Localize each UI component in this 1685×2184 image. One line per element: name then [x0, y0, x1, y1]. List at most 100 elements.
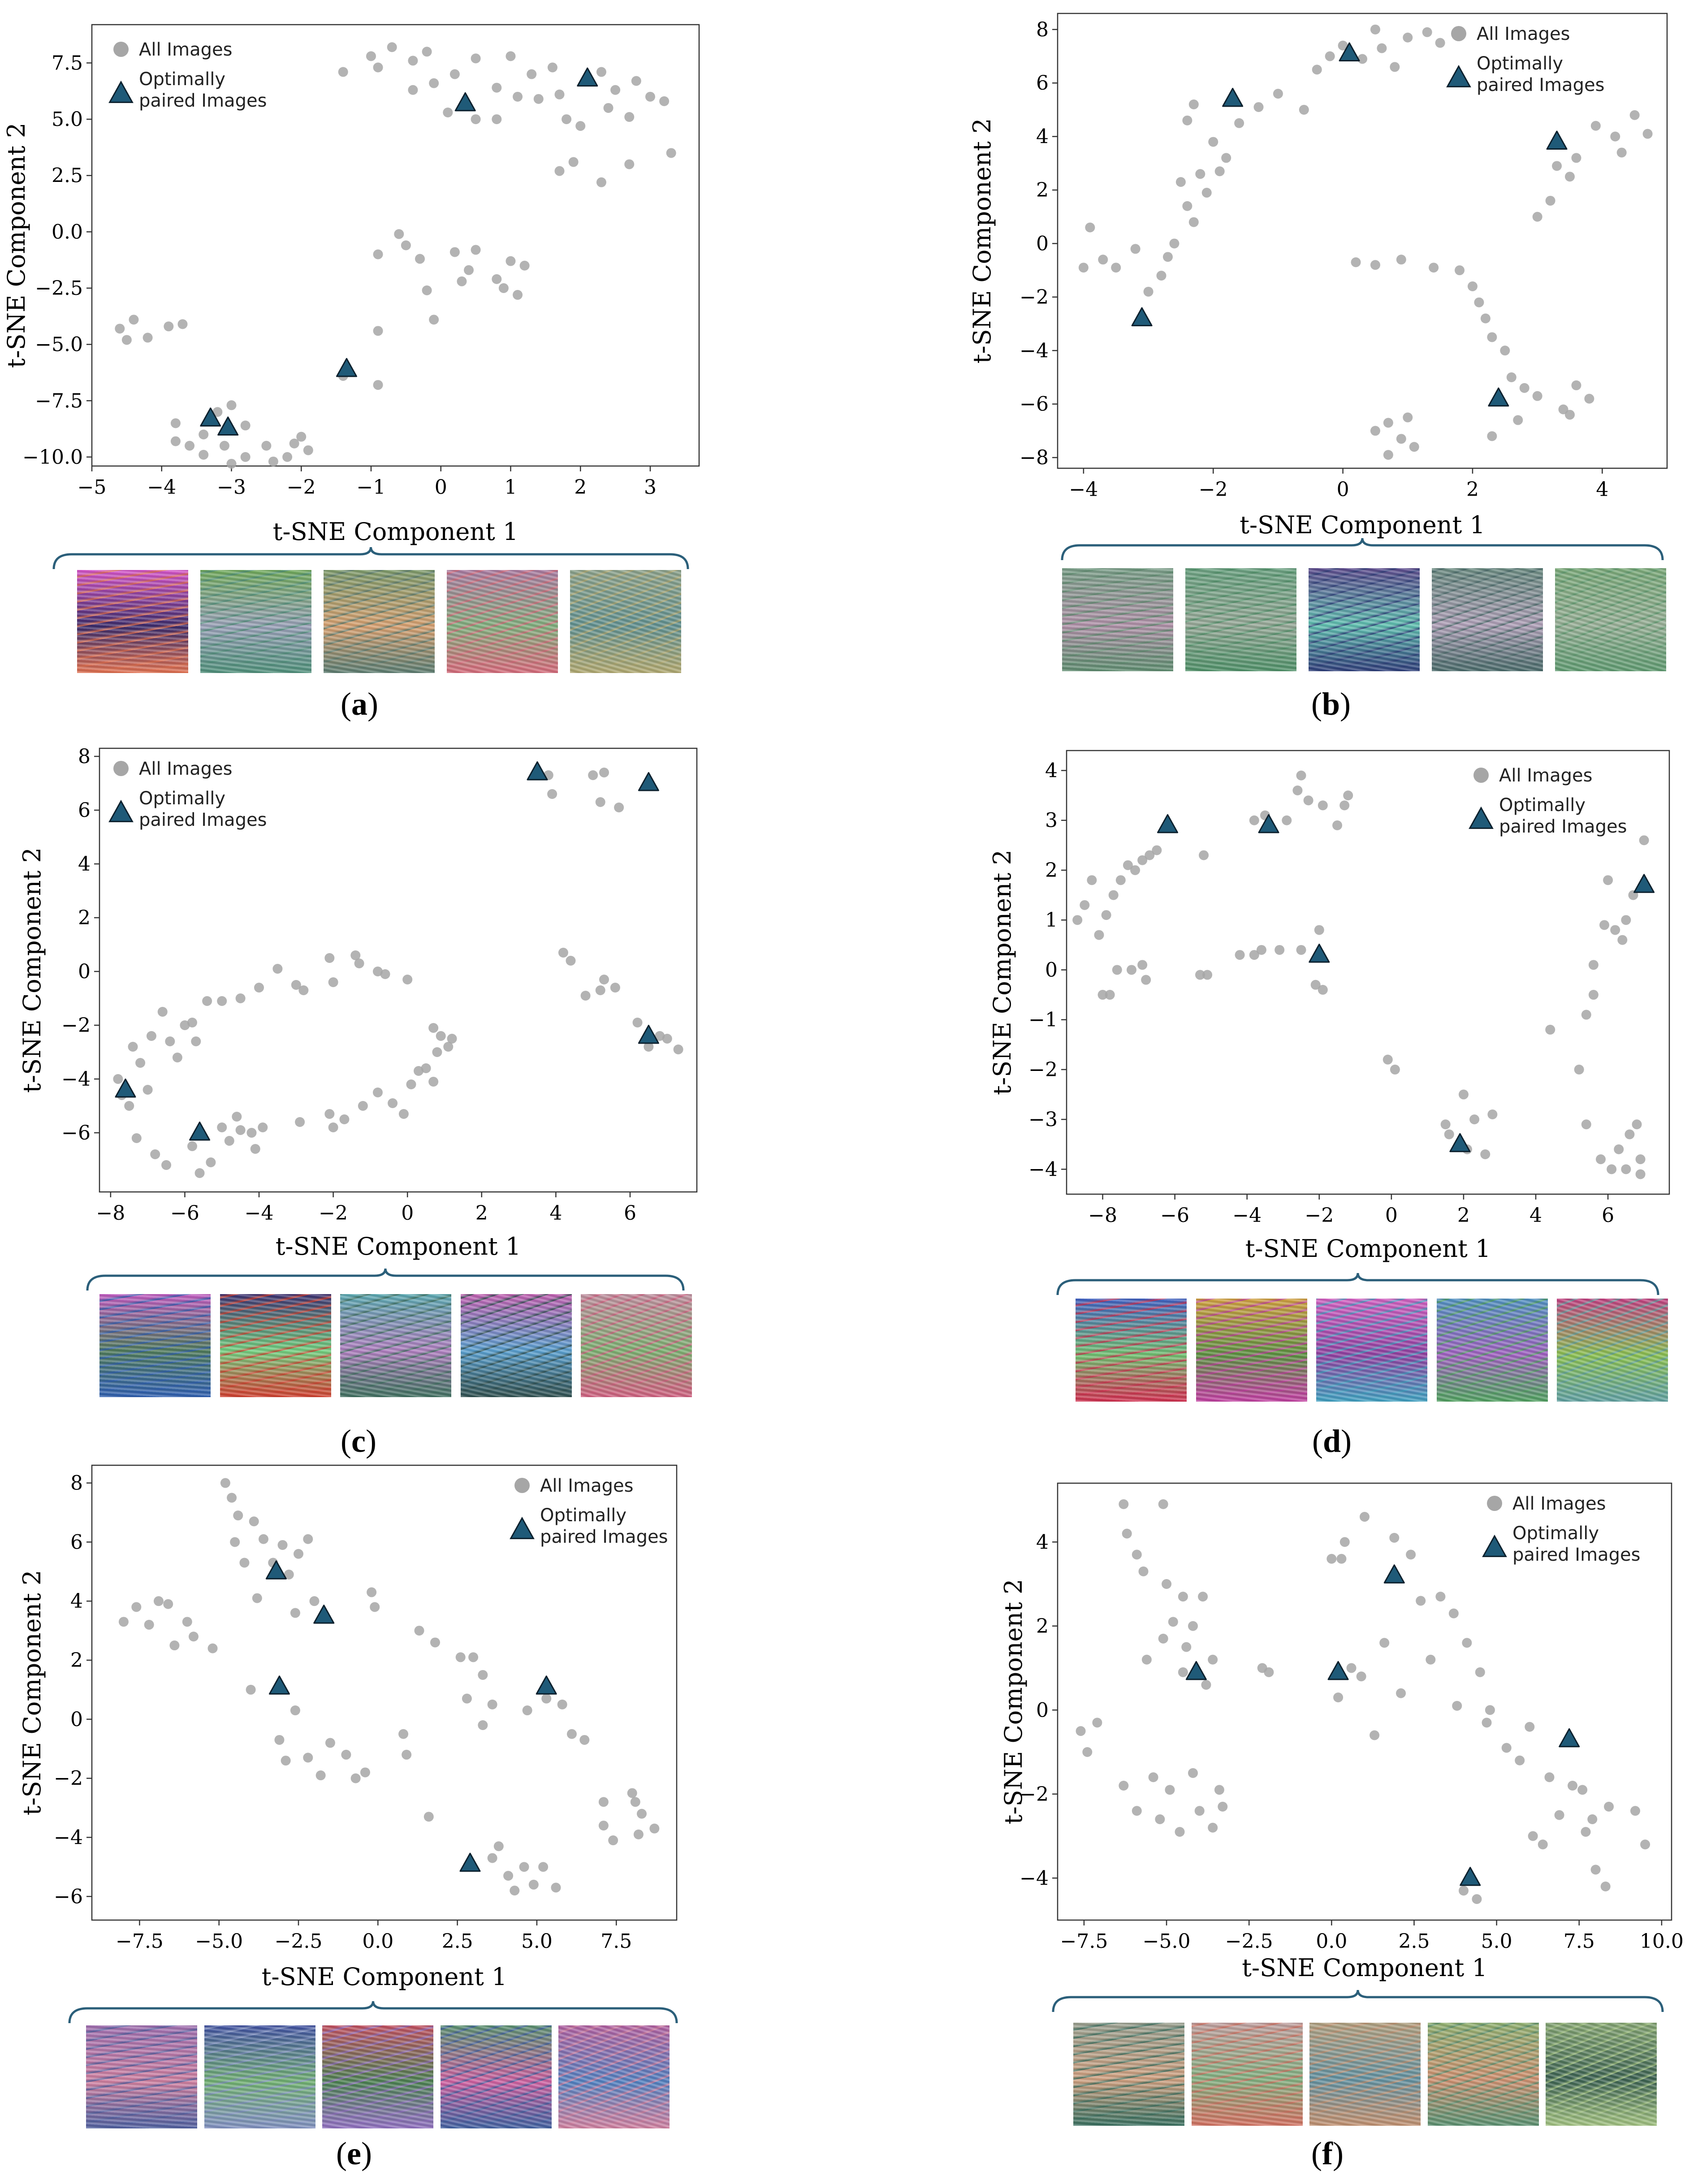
all-images-point — [1383, 450, 1393, 460]
all-images-point — [1500, 345, 1510, 356]
all-images-point — [373, 326, 383, 336]
all-images-point — [1614, 1144, 1624, 1154]
all-images-point — [1501, 1743, 1512, 1753]
all-images-point — [1383, 1054, 1393, 1065]
optimally-paired-point — [1339, 42, 1360, 62]
x-tick-label: −4 — [1232, 1204, 1262, 1227]
y-tick-label: −4 — [54, 1826, 83, 1849]
all-images-point — [1326, 1554, 1337, 1564]
all-images-point — [113, 1074, 123, 1084]
all-images-point — [165, 1036, 175, 1046]
x-tick-label: −6 — [1160, 1204, 1189, 1227]
all-images-point — [187, 1141, 197, 1151]
all-images-point — [233, 1511, 243, 1521]
scatter-chart-f: −7.5 −5.0 −2.5 0.0 2.5 5.0 7.5 10.0 4 2 0 −2 −4 t-SNE… — [999, 1482, 1684, 1982]
all-images-point — [1482, 1718, 1492, 1728]
optimally-paired-point — [1633, 874, 1655, 893]
x-tick-label: 0 — [401, 1202, 414, 1225]
all-images-point — [1571, 380, 1581, 390]
thumbnail-image — [1076, 1299, 1187, 1402]
thumbnail-image — [1436, 1299, 1548, 1402]
all-images-point — [471, 245, 481, 255]
y-tick-label: −3 — [1028, 1108, 1058, 1131]
x-axis-label: t-SNE Component 1 — [273, 518, 518, 546]
all-images-point — [1396, 434, 1406, 444]
all-images-point — [303, 1534, 313, 1544]
optimally-paired-point — [268, 1675, 290, 1695]
all-images-point — [121, 335, 132, 345]
brace-line — [1056, 1273, 1659, 1295]
legend-all-images-label: All Images — [139, 39, 232, 60]
all-images-point — [1469, 1114, 1480, 1125]
y-tick-label: −10.0 — [22, 446, 83, 469]
all-images-point — [366, 51, 376, 61]
x-tick-label: 0 — [1385, 1204, 1398, 1227]
caption-c: (c) — [341, 1423, 376, 1459]
all-images-point — [1360, 1512, 1370, 1522]
x-tick-label: −2 — [1305, 1204, 1334, 1227]
all-images-point — [295, 1117, 305, 1127]
all-images-point — [180, 1020, 190, 1030]
all-images-point — [662, 1034, 672, 1044]
all-images-point — [1235, 950, 1245, 960]
all-images-point — [1332, 820, 1343, 830]
x-tick-label: −8 — [1088, 1204, 1117, 1227]
x-tick-label: 2 — [475, 1202, 488, 1225]
all-images-point — [1178, 1592, 1188, 1602]
x-tick-label: 0.0 — [362, 1930, 393, 1953]
all-images-point — [291, 980, 301, 990]
all-images-point — [624, 159, 635, 169]
all-images-point — [1078, 263, 1089, 273]
all-images-point — [1303, 795, 1313, 806]
thumbnail-strip-f — [1073, 2023, 1657, 2126]
optimally-paired-point — [1449, 1133, 1471, 1152]
all-images-point — [1148, 1772, 1158, 1783]
all-images-point — [1101, 910, 1111, 920]
all-images-point — [1296, 945, 1306, 955]
all-images-point — [1351, 257, 1361, 268]
all-images-point — [373, 249, 383, 259]
all-images-point — [354, 958, 364, 968]
legend-all-images-label: All Images — [540, 1476, 633, 1496]
x-tick-label: 0.0 — [1316, 1930, 1347, 1953]
y-tick-label: 8 — [78, 745, 91, 768]
optimally-paired-point — [189, 1121, 211, 1141]
all-images-point — [645, 91, 655, 102]
all-images-point — [1577, 1785, 1588, 1795]
legend-paired-label-line2: paired Images — [540, 1527, 668, 1547]
thumbnail-image — [77, 570, 188, 673]
all-images-point — [372, 1088, 383, 1097]
all-images-point — [1515, 1755, 1525, 1765]
all-images-point — [1472, 1894, 1482, 1904]
all-images-point — [258, 1534, 268, 1544]
all-images-point — [1379, 1638, 1390, 1648]
y-tick-label: −2 — [61, 1014, 91, 1037]
all-images-point — [1199, 850, 1209, 860]
all-images-point — [1426, 1654, 1436, 1665]
all-images-point — [290, 1608, 300, 1618]
all-images-point — [1357, 54, 1367, 64]
all-images-point — [1098, 255, 1108, 265]
all-images-point — [1198, 1592, 1208, 1602]
all-images-point — [1588, 990, 1599, 1000]
all-images-point — [254, 983, 264, 993]
thumbnail-image — [570, 570, 681, 673]
plot-frame — [99, 747, 698, 1193]
thumbnail-image — [1555, 568, 1666, 671]
thumbnail-image — [86, 2025, 197, 2128]
all-images-point — [172, 1053, 182, 1062]
all-images-point — [408, 56, 418, 66]
legend-triangle-icon — [510, 1516, 535, 1539]
all-images-point — [1152, 845, 1162, 855]
all-images-point — [128, 1042, 138, 1052]
all-images-point — [328, 977, 338, 987]
all-images-point — [1130, 244, 1141, 254]
all-images-point — [595, 797, 605, 807]
all-images-point — [598, 1797, 609, 1807]
all-images-point — [1532, 211, 1542, 222]
y-tick-label: 2 — [1045, 859, 1058, 882]
all-images-point — [1169, 238, 1180, 249]
y-tick-label: 0 — [1036, 232, 1049, 255]
